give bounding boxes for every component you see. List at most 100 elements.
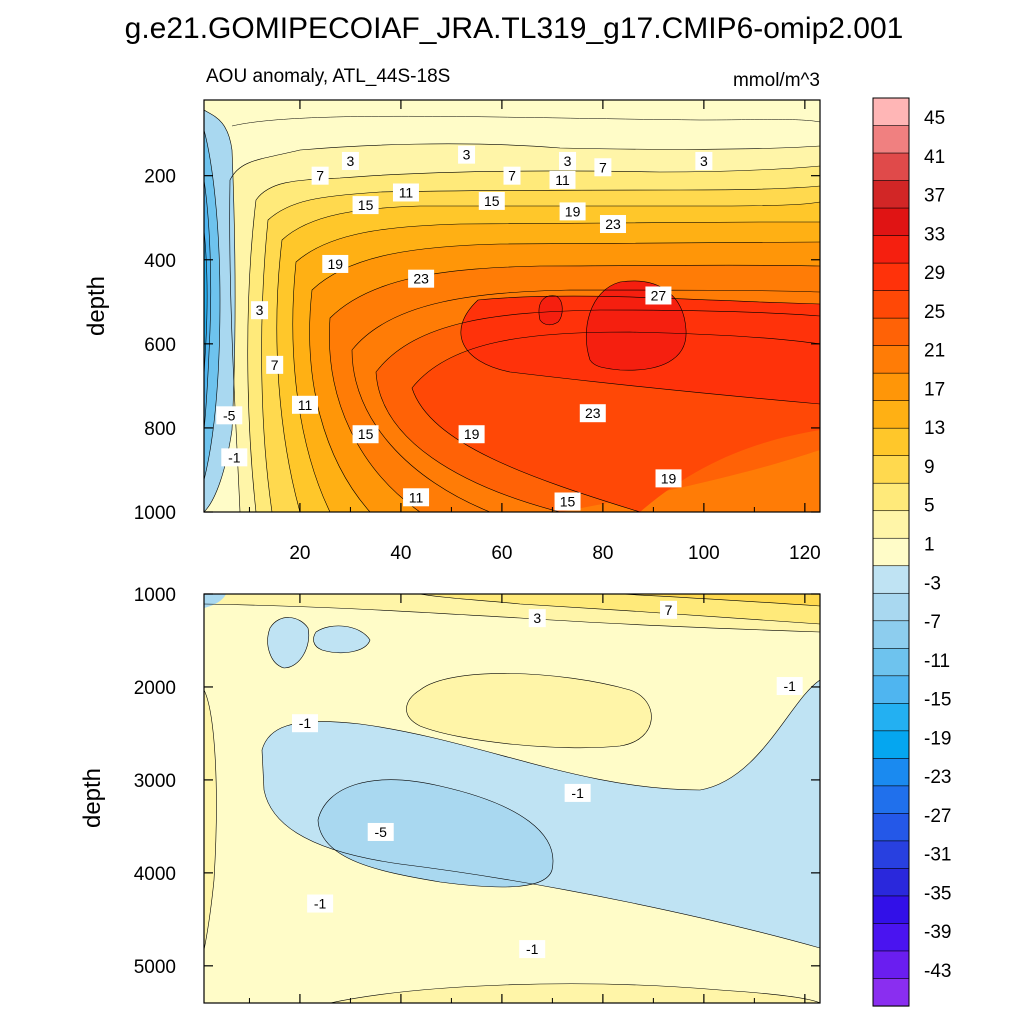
colorbar-swatch xyxy=(872,648,910,677)
colorbar-tick-label: 21 xyxy=(924,341,945,362)
colorbar-tick-label: 37 xyxy=(924,186,945,207)
colorbar-tick-label: -3 xyxy=(924,573,941,594)
colorbar-swatch xyxy=(872,180,910,209)
contour-label-text: 11 xyxy=(399,184,414,200)
contour-label-text: 23 xyxy=(605,216,621,232)
panel-units: mmol/m^3 xyxy=(733,70,820,91)
colorbar-swatch xyxy=(872,868,910,897)
y-tick-label: 200 xyxy=(144,167,176,188)
contour-label: 11 xyxy=(403,488,430,507)
y-tick-label: 5000 xyxy=(134,957,176,978)
contour-label-text: 15 xyxy=(484,193,500,209)
figure-title: g.e21.GOMIPECOIAF_JRA.TL319_g17.CMIP6-om… xyxy=(125,12,904,45)
contour-label-bg xyxy=(559,202,586,221)
colorbar-tick-label: 5 xyxy=(924,496,935,517)
contour-label: 7 xyxy=(594,158,612,177)
top-fill-27b xyxy=(538,295,563,325)
contour-label-bg xyxy=(564,783,591,802)
contour-label: 11 xyxy=(291,395,318,414)
contour-label-text: 15 xyxy=(560,493,576,509)
colorbar-tick-label: 33 xyxy=(924,224,945,245)
contour-label-text: 3 xyxy=(463,147,471,163)
colorbar-swatch xyxy=(872,703,910,732)
contour-label: 23 xyxy=(579,404,606,423)
contour-label-bg xyxy=(549,170,576,189)
contour-label-text: 11 xyxy=(555,172,570,188)
colorbar-tick-label: -23 xyxy=(924,767,951,788)
contour-label-text: 19 xyxy=(565,203,581,219)
contour-label-text: 7 xyxy=(316,168,324,184)
contour-label: 19 xyxy=(322,254,349,273)
contour-label-bg xyxy=(478,191,505,210)
top-plot-frame xyxy=(203,99,821,513)
bottom-plot-frame xyxy=(203,593,821,1004)
x-tick-label: 40 xyxy=(390,543,411,564)
contour-label-text: 7 xyxy=(508,168,516,184)
contour-label: 19 xyxy=(458,425,485,444)
colorbar-swatch xyxy=(872,290,910,319)
contour-label: 19 xyxy=(559,202,586,221)
y-tick-label: 400 xyxy=(144,251,176,272)
contour-label-text: -1 xyxy=(783,678,796,694)
top-contour-labels: 3 3 3 3 7 7 7 11 11 15 15 19 19 23 23 27 3 7 11 15 19 23 19 15 1… xyxy=(216,145,713,511)
colorbar-tick-label: -35 xyxy=(924,883,951,904)
contour-label: -1 xyxy=(564,783,591,802)
contour-label: 3 xyxy=(528,609,546,628)
colorbar-swatch xyxy=(872,978,910,1007)
contour-label: 7 xyxy=(266,355,284,374)
contour-label-bg xyxy=(655,469,682,488)
colorbar-tick-label: 41 xyxy=(924,147,945,168)
contour-label: 7 xyxy=(311,166,329,185)
colorbar-swatch xyxy=(872,400,910,429)
top-contour-field xyxy=(204,100,820,512)
x-tick-label: 120 xyxy=(789,543,821,564)
colorbar-tick-label: -15 xyxy=(924,690,951,711)
contour-label-text: 27 xyxy=(651,287,667,303)
contour-label-text: 3 xyxy=(564,153,572,169)
contour-label: -1 xyxy=(776,677,803,696)
contour-label: 27 xyxy=(645,286,672,305)
y-tick-label: 4000 xyxy=(134,864,176,885)
bottom-fill-3-blob xyxy=(406,673,652,748)
contour-label: 3 xyxy=(458,145,476,164)
contour-label-text: -1 xyxy=(228,449,241,465)
colorbar-swatch xyxy=(872,813,910,842)
contour-label: 7 xyxy=(660,600,678,619)
contour-label-text: 11 xyxy=(298,397,313,413)
contour-label-bg xyxy=(307,894,334,913)
colorbar-swatch xyxy=(872,758,910,787)
colorbar-tick-label: 29 xyxy=(924,263,945,284)
contour-label-bg xyxy=(458,145,476,164)
bottom-fill-neg1-small-b xyxy=(313,625,370,653)
colorbar-tick-label: 1 xyxy=(924,535,935,556)
colorbar-swatch xyxy=(872,895,910,925)
colorbar-swatch xyxy=(872,785,910,814)
panel-subtitle-left: AOU anomaly, ATL_44S-18S xyxy=(206,66,450,87)
contour-label-bg xyxy=(392,183,419,202)
colorbar-swatch xyxy=(872,125,910,154)
colorbar-tick-label: 45 xyxy=(924,108,945,129)
colorbar-tick-label: -43 xyxy=(924,961,951,982)
colorbar-swatch xyxy=(872,620,910,649)
colorbar-swatch xyxy=(872,455,910,484)
colorbar-swatch xyxy=(872,372,910,402)
colorbar: 45 41 37 33 29 25 21 17 13 9 5 1 -3 -7 -11 -15 -19 -23 -27… xyxy=(872,97,951,1007)
contour-label-bg xyxy=(695,151,713,170)
colorbar-swatch xyxy=(872,923,910,952)
contour-label-bg xyxy=(291,395,318,414)
colorbar-tick-label: 13 xyxy=(924,418,945,439)
y-tick-label: 600 xyxy=(144,335,176,356)
contour-label: 3 xyxy=(559,151,577,170)
contour-label: 15 xyxy=(478,191,505,210)
x-tick-label: 60 xyxy=(491,543,512,564)
contour-label-bg xyxy=(645,286,672,305)
contour-label-text: 7 xyxy=(665,602,673,618)
contour-label: -1 xyxy=(221,448,248,467)
contour-label-text: -1 xyxy=(526,941,539,957)
contour-label-bg xyxy=(251,301,269,320)
colorbar-tick-label: 9 xyxy=(924,457,935,478)
bottom-axes: 1000 2000 3000 4000 5000 xyxy=(134,585,820,1003)
contour-label: 23 xyxy=(599,215,626,234)
top-axes: 200 400 600 800 1000 20 40 60 80 100 120 xyxy=(134,100,821,564)
